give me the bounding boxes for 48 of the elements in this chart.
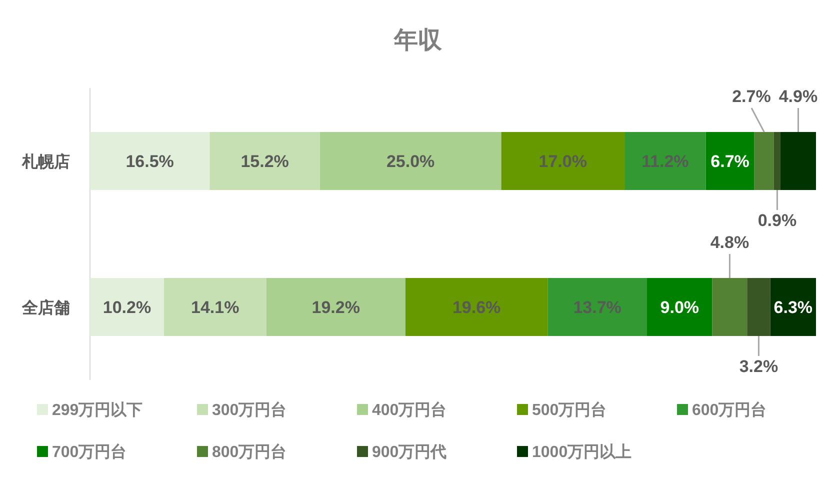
data-label: 13.7% [573, 298, 622, 317]
bar [780, 132, 816, 190]
legend-label: 600万円台 [692, 401, 767, 419]
legend-label: 800万円台 [212, 443, 287, 461]
bar [320, 132, 502, 190]
data-label: 15.2% [240, 152, 289, 171]
legend-label: 400万円台 [372, 401, 447, 419]
data-label: 2.7% [732, 87, 771, 106]
data-label: 19.2% [312, 298, 360, 317]
legend-label: 299万円以下 [52, 401, 143, 419]
legend-label: 700万円台 [52, 443, 127, 461]
bar [706, 132, 754, 190]
data-label: 9.0% [660, 298, 700, 317]
legend-label: 900万円代 [372, 443, 447, 461]
legend-label: 500万円台 [532, 401, 607, 419]
bar [90, 278, 164, 336]
bar [501, 132, 625, 190]
data-label: 14.1% [191, 298, 240, 317]
bar [712, 278, 748, 336]
bar [548, 278, 648, 336]
data-label: 16.5% [126, 152, 174, 171]
y-tick-label: 札幌店 [21, 152, 70, 171]
bar [747, 278, 770, 336]
bar [774, 132, 780, 190]
chart-title: 年収 [393, 27, 443, 54]
y-tick-label: 全店舗 [21, 298, 70, 317]
data-label: 17.0% [538, 152, 587, 171]
data-label: 3.2% [739, 357, 778, 376]
data-label: 4.8% [710, 233, 750, 252]
bar [770, 278, 816, 336]
data-label: 4.9% [778, 87, 818, 106]
data-label: 10.2% [102, 298, 152, 317]
data-label: 25.0% [386, 152, 435, 171]
legend-label: 1000万円以上 [532, 443, 632, 461]
bar [624, 132, 706, 190]
data-label: 6.7% [710, 152, 750, 171]
bar [754, 132, 774, 190]
bar [647, 278, 712, 336]
bar [405, 278, 548, 336]
bar [210, 132, 320, 190]
data-label: 19.6% [452, 298, 501, 317]
data-label: 0.9% [758, 211, 797, 230]
data-label: 11.2% [642, 152, 689, 171]
bar [266, 278, 406, 336]
legend-label: 300万円台 [212, 401, 287, 419]
data-label: 6.3% [774, 298, 813, 317]
bar [90, 132, 210, 190]
bar [164, 278, 266, 336]
